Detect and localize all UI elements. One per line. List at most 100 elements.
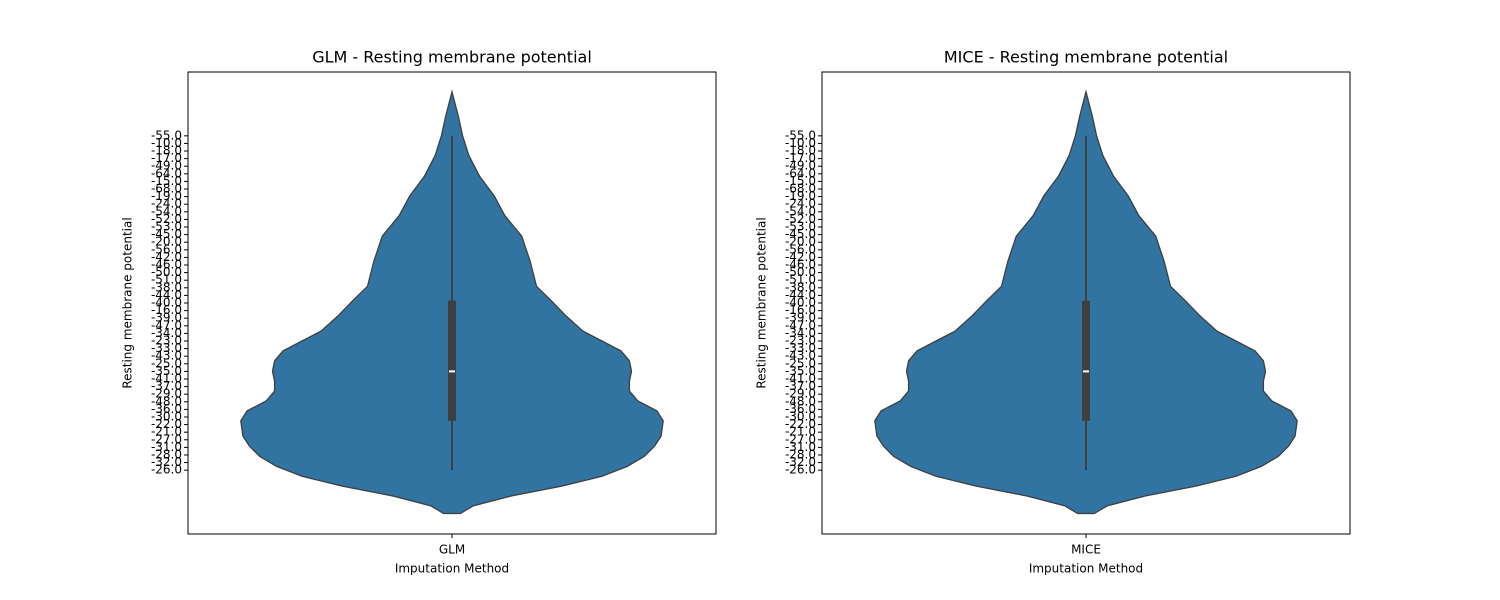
chart-title: MICE - Resting membrane potential bbox=[944, 48, 1228, 67]
y-tick-label: -20.0 bbox=[151, 235, 182, 249]
box bbox=[1082, 300, 1090, 421]
y-tick-label: -27.0 bbox=[151, 432, 182, 446]
y-tick-label: -25.0 bbox=[785, 356, 816, 370]
y-tick-label: -29.0 bbox=[785, 387, 816, 401]
y-tick-label: -25.0 bbox=[151, 356, 182, 370]
y-tick-label: -45.0 bbox=[785, 227, 816, 241]
y-tick-label: -32.0 bbox=[785, 455, 816, 469]
y-axis-label: Resting membrane potential bbox=[755, 217, 769, 388]
y-tick-label: -49.0 bbox=[785, 159, 816, 173]
y-tick-label: -24.0 bbox=[785, 197, 816, 211]
y-tick-label: -33.0 bbox=[785, 341, 816, 355]
y-tick-label: -26.0 bbox=[151, 463, 182, 477]
y-tick-label: -16.0 bbox=[785, 303, 816, 317]
y-tick-label: -30.0 bbox=[151, 409, 182, 423]
y-tick-label: -55.0 bbox=[151, 128, 182, 142]
plot-frame bbox=[187, 71, 717, 535]
y-tick-label: -56.0 bbox=[785, 242, 816, 256]
y-tick-label: -17.0 bbox=[151, 151, 182, 165]
y-tick-label: -46.0 bbox=[785, 258, 816, 272]
y-tick-label: -31.0 bbox=[151, 440, 182, 454]
y-tick-label: -39.0 bbox=[151, 311, 182, 325]
y-tick-label: -22.0 bbox=[151, 417, 182, 431]
y-tick-label: -34.0 bbox=[151, 326, 182, 340]
y-tick-label: -43.0 bbox=[785, 349, 816, 363]
y-tick-label: -45.0 bbox=[151, 227, 182, 241]
y-tick-label: -64.0 bbox=[151, 166, 182, 180]
y-tick-label: -21.0 bbox=[151, 425, 182, 439]
y-tick-label: -36.0 bbox=[785, 402, 816, 416]
y-tick-label: -34.0 bbox=[785, 326, 816, 340]
y-tick-label: -24.0 bbox=[151, 197, 182, 211]
y-tick-label: -16.0 bbox=[151, 303, 182, 317]
y-tick-label: -10.0 bbox=[151, 136, 182, 150]
y-tick-label: -44.0 bbox=[785, 288, 816, 302]
y-tick-label: -51.0 bbox=[785, 273, 816, 287]
y-tick-label: -19.0 bbox=[785, 189, 816, 203]
y-tick-label: -28.0 bbox=[151, 447, 182, 461]
y-tick-label: -42.0 bbox=[785, 250, 816, 264]
y-tick-label: -18.0 bbox=[151, 144, 182, 158]
y-tick-label: -40.0 bbox=[785, 296, 816, 310]
y-tick-label: -54.0 bbox=[151, 204, 182, 218]
plot-frame bbox=[821, 71, 1351, 535]
y-tick-label: -32.0 bbox=[151, 455, 182, 469]
y-tick-label: -33.0 bbox=[151, 341, 182, 355]
y-tick-label: -55.0 bbox=[785, 128, 816, 142]
y-tick-label: -51.0 bbox=[151, 273, 182, 287]
y-tick-label: -39.0 bbox=[785, 311, 816, 325]
y-tick-label: -23.0 bbox=[785, 333, 816, 347]
y-tick-label: -38.0 bbox=[785, 280, 816, 294]
y-tick-label: -31.0 bbox=[785, 440, 816, 454]
y-tick-label: -41.0 bbox=[785, 371, 816, 385]
y-tick-label: -42.0 bbox=[151, 250, 182, 264]
y-tick-label: -35.0 bbox=[151, 364, 182, 378]
x-tick-label: GLM bbox=[439, 543, 465, 557]
y-tick-label: -44.0 bbox=[151, 288, 182, 302]
y-tick-label: -68.0 bbox=[151, 182, 182, 196]
x-axis-label: Imputation Method bbox=[395, 562, 509, 576]
y-tick-label: -37.0 bbox=[151, 379, 182, 393]
chart-title: GLM - Resting membrane potential bbox=[312, 48, 592, 67]
y-tick-label: -41.0 bbox=[151, 371, 182, 385]
y-tick-label: -20.0 bbox=[785, 235, 816, 249]
y-tick-label: -47.0 bbox=[785, 318, 816, 332]
x-tick-label: MICE bbox=[1071, 543, 1101, 557]
y-tick-label: -68.0 bbox=[785, 182, 816, 196]
y-tick-label: -48.0 bbox=[785, 394, 816, 408]
y-axis-label: Resting membrane potential bbox=[121, 217, 135, 388]
y-tick-label: -38.0 bbox=[151, 280, 182, 294]
x-axis-label: Imputation Method bbox=[1029, 562, 1143, 576]
y-tick-label: -10.0 bbox=[785, 136, 816, 150]
y-tick-label: -18.0 bbox=[785, 144, 816, 158]
y-tick-label: -52.0 bbox=[151, 212, 182, 226]
y-tick-label: -15.0 bbox=[785, 174, 816, 188]
y-tick-label: -56.0 bbox=[151, 242, 182, 256]
y-tick-label: -17.0 bbox=[785, 151, 816, 165]
y-tick-label: -21.0 bbox=[785, 425, 816, 439]
y-tick-label: -43.0 bbox=[151, 349, 182, 363]
y-tick-label: -29.0 bbox=[151, 387, 182, 401]
y-tick-label: -19.0 bbox=[151, 189, 182, 203]
y-tick-label: -46.0 bbox=[151, 258, 182, 272]
y-tick-label: -28.0 bbox=[785, 447, 816, 461]
y-tick-label: -54.0 bbox=[785, 204, 816, 218]
y-tick-label: -15.0 bbox=[151, 174, 182, 188]
box bbox=[448, 300, 456, 421]
y-tick-label: -37.0 bbox=[785, 379, 816, 393]
y-tick-label: -53.0 bbox=[151, 220, 182, 234]
y-tick-label: -23.0 bbox=[151, 333, 182, 347]
y-tick-label: -36.0 bbox=[151, 402, 182, 416]
y-tick-label: -27.0 bbox=[785, 432, 816, 446]
y-tick-label: -52.0 bbox=[785, 212, 816, 226]
y-tick-label: -47.0 bbox=[151, 318, 182, 332]
y-tick-label: -64.0 bbox=[785, 166, 816, 180]
y-tick-label: -40.0 bbox=[151, 296, 182, 310]
y-tick-label: -30.0 bbox=[785, 409, 816, 423]
y-tick-label: -53.0 bbox=[785, 220, 816, 234]
y-tick-label: -26.0 bbox=[785, 463, 816, 477]
y-tick-label: -48.0 bbox=[151, 394, 182, 408]
y-tick-label: -50.0 bbox=[785, 265, 816, 279]
y-tick-label: -50.0 bbox=[151, 265, 182, 279]
